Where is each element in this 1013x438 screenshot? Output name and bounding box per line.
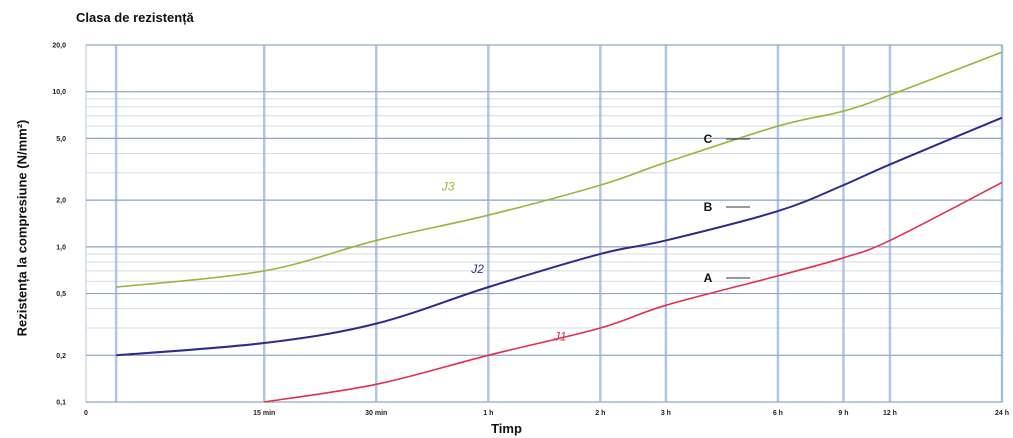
chart-title: Clasa de rezistență bbox=[76, 10, 194, 25]
y-tick-label: 20,0 bbox=[52, 43, 66, 50]
y-tick-label: 0,5 bbox=[56, 291, 66, 298]
x-tick-label: 30 min bbox=[365, 410, 387, 417]
tick-labels: 0,1 0,2 0,5 1,0 2,0 5,0 10,0 20,0 0 15 min 30 min 1… bbox=[52, 43, 1009, 418]
series-name-j2: J2 bbox=[470, 262, 484, 276]
x-tick-label: 1 h bbox=[483, 410, 493, 417]
series-line-j3 bbox=[116, 51, 1003, 288]
y-tick-label: 0,1 bbox=[56, 400, 66, 407]
class-label-a: A bbox=[704, 271, 713, 285]
grid bbox=[85, 44, 1004, 403]
x-tick-label: 0 bbox=[84, 410, 88, 417]
y-tick-label: 1,0 bbox=[56, 244, 66, 251]
series-lines bbox=[116, 51, 1003, 403]
series-name-j1: J1 bbox=[553, 329, 567, 343]
x-tick-label: 12 h bbox=[883, 410, 897, 417]
series-name-j3: J3 bbox=[441, 180, 455, 194]
x-tick-label: 9 h bbox=[838, 410, 848, 417]
series-line-j2 bbox=[116, 116, 1003, 357]
y-tick-label: 2,0 bbox=[56, 198, 66, 205]
x-tick-label: 24 h bbox=[995, 410, 1009, 417]
x-axis-label: Timp bbox=[491, 421, 522, 436]
class-label-b: B bbox=[704, 200, 713, 214]
x-tick-label: 15 min bbox=[253, 410, 275, 417]
y-tick-label: 10,0 bbox=[52, 89, 66, 96]
x-tick-label: 6 h bbox=[773, 410, 783, 417]
class-label-c: C bbox=[704, 132, 713, 146]
x-tick-label: 2 h bbox=[595, 410, 605, 417]
y-tick-label: 5,0 bbox=[56, 136, 66, 143]
series-line-j1 bbox=[264, 181, 1003, 403]
series-labels: J3 C J2 B J1 A bbox=[441, 132, 750, 343]
x-tick-label: 3 h bbox=[661, 410, 671, 417]
y-tick-label: 0,2 bbox=[56, 353, 66, 360]
